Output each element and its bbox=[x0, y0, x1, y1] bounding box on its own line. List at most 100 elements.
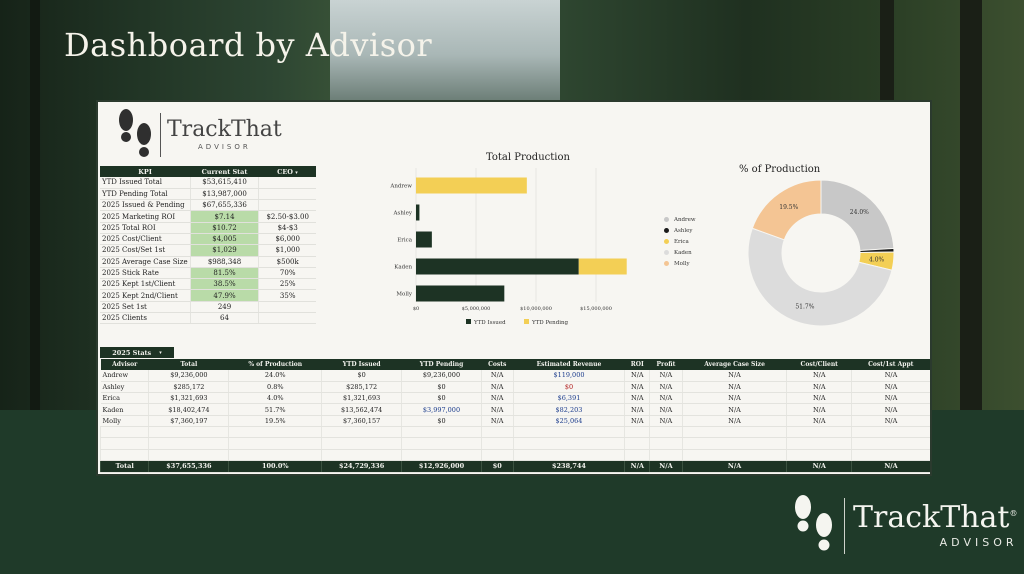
empty-cell bbox=[649, 426, 683, 439]
empty-cell bbox=[480, 449, 514, 461]
footprints-icon bbox=[795, 495, 832, 551]
empty-cell bbox=[148, 437, 229, 450]
legend-label: Andrew bbox=[674, 216, 696, 223]
kpi-cell-label: 2025 Cost/Set 1st bbox=[100, 244, 191, 257]
legend-swatch bbox=[664, 261, 669, 266]
bar-ytd-pending bbox=[416, 177, 527, 194]
empty-cell bbox=[851, 426, 930, 439]
kpi-row: 2025 Set 1st 249 bbox=[100, 301, 316, 314]
x-tick-label: $5,000,000 bbox=[462, 306, 491, 312]
page-title: Dashboard by Advisor bbox=[64, 26, 433, 64]
legend-item: Andrew bbox=[664, 214, 696, 225]
logo-divider bbox=[844, 498, 845, 554]
legend-label: Molly bbox=[674, 260, 690, 267]
stats-cell: N/A bbox=[624, 370, 650, 382]
stats-cell: 0.8% bbox=[228, 381, 322, 394]
bar-chart-title: Total Production bbox=[486, 152, 570, 163]
stats-cell: N/A bbox=[649, 415, 683, 427]
stats-cell: N/A bbox=[624, 392, 650, 405]
stats-cell: $119,000 bbox=[512, 370, 625, 382]
kpi-cell-label: 2025 Clients bbox=[100, 312, 191, 325]
stats-header: ROI bbox=[624, 359, 650, 370]
kpi-cell-label: 2025 Stick Rate bbox=[100, 267, 191, 280]
kpi-row: 2025 Cost/Set 1st $1,029 $1,000 bbox=[100, 244, 316, 257]
slice-label: 51.7% bbox=[795, 304, 814, 311]
empty-cell bbox=[681, 437, 787, 450]
stats-header: Profit bbox=[649, 359, 683, 370]
total-cell: N/A bbox=[851, 460, 930, 473]
stats-cell: N/A bbox=[851, 370, 930, 382]
kpi-cell-label: 2025 Marketing ROI bbox=[100, 210, 191, 223]
stats-cell: N/A bbox=[480, 370, 514, 382]
stats-cell: $9,236,000 bbox=[401, 370, 482, 382]
tree-trunk bbox=[960, 0, 982, 410]
empty-cell bbox=[786, 449, 852, 461]
stats-cell: N/A bbox=[786, 381, 852, 394]
advisor-name: Andrew bbox=[100, 370, 149, 382]
kpi-cell-label: YTD Pending Total bbox=[100, 188, 191, 201]
kpi-row: 2025 Stick Rate 81.5% 70% bbox=[100, 267, 316, 280]
chevron-down-icon: ▾ bbox=[159, 349, 162, 356]
category-label: Andrew bbox=[389, 184, 412, 190]
logo-divider bbox=[160, 113, 161, 157]
stats-year-filter[interactable]: 2025 Stats ▾ bbox=[100, 347, 174, 358]
bar-ytd-issued bbox=[416, 204, 420, 221]
stats-header: Estimated Revenue bbox=[513, 359, 625, 370]
donut-legend: Andrew Ashley Erica Kaden Molly bbox=[664, 214, 696, 269]
stats-cell: 4.0% bbox=[228, 392, 322, 405]
advisor-name: Kaden bbox=[100, 403, 149, 416]
legend-swatch bbox=[466, 319, 471, 324]
empty-cell bbox=[228, 449, 322, 461]
kpi-cell-stat: 81.5% bbox=[189, 267, 259, 280]
stats-cell: N/A bbox=[681, 381, 787, 394]
total-cell: N/A bbox=[624, 460, 650, 473]
kpi-cell-ceo: 25% bbox=[258, 278, 316, 291]
stats-cell: $0 bbox=[401, 381, 482, 394]
kpi-cell-stat: $4,005 bbox=[189, 233, 259, 246]
stats-cell: N/A bbox=[786, 370, 852, 382]
kpi-cell-ceo bbox=[258, 199, 316, 212]
stats-cell: N/A bbox=[786, 415, 852, 427]
stats-cell: $0 bbox=[401, 392, 482, 405]
empty-cell bbox=[851, 437, 930, 450]
kpi-cell-ceo: 35% bbox=[258, 289, 316, 302]
stats-cell: $285,172 bbox=[321, 381, 402, 394]
stats-cell: $285,172 bbox=[148, 381, 229, 394]
legend-swatch bbox=[664, 217, 669, 222]
stats-cell: N/A bbox=[649, 370, 683, 382]
stats-cell: 24.0% bbox=[228, 370, 322, 382]
kpi-cell-stat: $13,987,000 bbox=[189, 188, 259, 201]
empty-cell bbox=[649, 437, 683, 450]
legend-item: Ashley bbox=[664, 225, 696, 236]
kpi-row: 2025 Marketing ROI $7.14 $2.50-$3.00 bbox=[100, 210, 316, 223]
stats-cell: $82,203 bbox=[512, 403, 625, 416]
bar-ytd-issued bbox=[416, 258, 579, 275]
category-label: Ashley bbox=[393, 211, 413, 217]
empty-cell bbox=[512, 426, 625, 439]
stats-cell: N/A bbox=[480, 392, 514, 405]
empty-cell bbox=[99, 426, 149, 439]
table-row: Kaden $18,402,474 51.7% $13,562,474 $3,997,0… bbox=[100, 403, 930, 416]
kpi-cell-label: 2025 Average Case Size bbox=[100, 256, 191, 268]
brand-wordmark: TrackThat® bbox=[853, 500, 1018, 535]
bar-ytd-issued bbox=[416, 285, 505, 302]
legend-item: Erica bbox=[664, 236, 696, 247]
tree-trunk bbox=[30, 0, 40, 410]
footprints-icon bbox=[119, 109, 151, 157]
stats-cell: N/A bbox=[681, 403, 787, 416]
stats-cell: N/A bbox=[649, 403, 683, 416]
empty-cell bbox=[624, 437, 650, 450]
empty-cell bbox=[851, 449, 930, 461]
legend-item: Molly bbox=[664, 258, 696, 269]
slice-label: 19.5% bbox=[779, 204, 798, 211]
empty-cell bbox=[321, 437, 402, 450]
legend-item: Kaden bbox=[664, 247, 696, 258]
legend-label: Kaden bbox=[674, 249, 692, 256]
stats-cell: N/A bbox=[681, 370, 787, 382]
kpi-cell-stat: 64 bbox=[189, 312, 259, 325]
kpi-header-ceo[interactable]: CEO ▾ bbox=[258, 166, 316, 177]
stats-header: Cost/1st Appt bbox=[851, 359, 930, 370]
total-cell: $0 bbox=[480, 460, 514, 473]
kpi-row: 2025 Issued & Pending $67,655,336 bbox=[100, 199, 316, 212]
category-label: Kaden bbox=[394, 265, 412, 271]
